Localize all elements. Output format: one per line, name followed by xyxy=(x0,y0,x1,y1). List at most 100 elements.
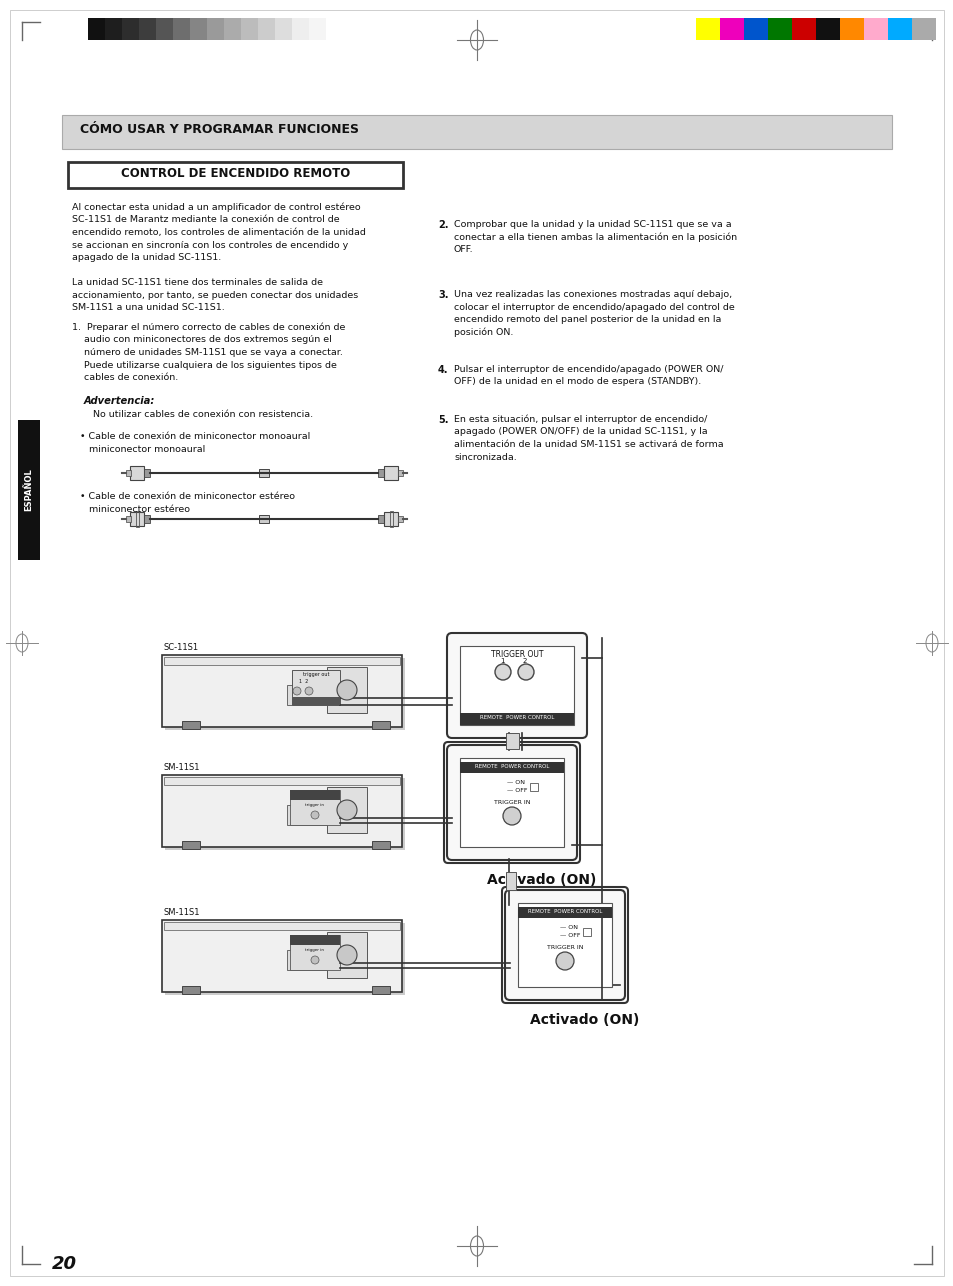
Bar xyxy=(815,18,840,40)
Bar xyxy=(384,512,397,526)
Bar xyxy=(397,516,402,522)
Bar xyxy=(292,18,309,40)
Bar xyxy=(164,657,399,665)
Text: • Cable de conexión de miniconector estéreo: • Cable de conexión de miniconector esté… xyxy=(80,493,294,502)
Text: Al conectar esta unidad a un amplificador de control estéreo: Al conectar esta unidad a un amplificado… xyxy=(71,203,360,212)
Bar xyxy=(182,721,200,729)
Bar xyxy=(144,514,150,523)
Bar xyxy=(88,18,105,40)
Text: Una vez realizadas las conexiones mostradas aquí debajo,: Una vez realizadas las conexiones mostra… xyxy=(454,291,731,300)
Text: REMOTE  POWER CONTROL: REMOTE POWER CONTROL xyxy=(527,909,601,914)
Bar xyxy=(258,514,269,523)
Bar xyxy=(292,670,339,705)
Text: • Cable de conexión de miniconector monoaural: • Cable de conexión de miniconector mono… xyxy=(80,432,310,441)
Bar xyxy=(164,922,399,930)
Text: REMOTE POWER CTRL: REMOTE POWER CTRL xyxy=(295,791,335,795)
Text: trigger in: trigger in xyxy=(305,802,324,808)
Bar xyxy=(172,18,190,40)
Bar xyxy=(372,986,390,994)
Text: 2: 2 xyxy=(522,658,527,664)
Text: ESPAÑOL: ESPAÑOL xyxy=(25,468,33,512)
Bar xyxy=(720,18,743,40)
Text: En esta situación, pulsar el interruptor de encendido/: En esta situación, pulsar el interruptor… xyxy=(454,415,706,424)
Bar xyxy=(190,18,207,40)
Bar xyxy=(241,18,257,40)
Bar xyxy=(162,775,401,847)
Bar xyxy=(459,763,563,773)
Text: TRIGGER OUT: TRIGGER OUT xyxy=(490,649,542,658)
Bar xyxy=(287,805,327,826)
Bar xyxy=(136,511,139,527)
Text: CONTROL DE ENCENDIDO REMOTO: CONTROL DE ENCENDIDO REMOTO xyxy=(121,167,351,180)
Text: SM-11S1: SM-11S1 xyxy=(164,908,200,917)
Bar xyxy=(290,790,339,826)
Bar xyxy=(224,18,241,40)
Text: — ON: — ON xyxy=(559,925,578,930)
Text: conectar a ella tienen ambas la alimentación en la posición: conectar a ella tienen ambas la alimenta… xyxy=(454,233,737,242)
Text: encendido remoto del panel posterior de la unidad en la: encendido remoto del panel posterior de … xyxy=(454,315,720,324)
Text: Activado (ON): Activado (ON) xyxy=(530,1013,639,1028)
Text: apagado de la unidad SC-11S1.: apagado de la unidad SC-11S1. xyxy=(71,253,221,262)
Text: trigger in: trigger in xyxy=(305,948,324,952)
Bar xyxy=(791,18,815,40)
Bar xyxy=(287,950,327,970)
Text: — ON: — ON xyxy=(506,781,524,784)
Circle shape xyxy=(556,952,574,970)
Bar xyxy=(290,935,339,945)
Text: REMOTE  POWER CONTROL: REMOTE POWER CONTROL xyxy=(479,715,554,720)
Bar xyxy=(130,512,144,526)
Bar xyxy=(384,466,397,480)
Bar xyxy=(130,466,144,480)
Bar xyxy=(397,469,402,476)
Text: REMOTE POWER...: REMOTE POWER... xyxy=(299,698,332,702)
Bar xyxy=(287,685,327,705)
Text: 1  2: 1 2 xyxy=(299,679,309,684)
Bar xyxy=(207,18,224,40)
Text: 3.: 3. xyxy=(437,291,448,300)
Bar xyxy=(68,162,402,188)
Bar xyxy=(505,872,516,890)
Bar xyxy=(327,667,367,712)
Text: número de unidades SM-11S1 que se vaya a conectar.: número de unidades SM-11S1 que se vaya a… xyxy=(71,349,342,358)
Bar xyxy=(162,919,401,992)
Bar xyxy=(459,712,574,725)
Text: 1.  Preparar el número correcto de cables de conexión de: 1. Preparar el número correcto de cables… xyxy=(71,323,345,333)
Text: sincronizada.: sincronizada. xyxy=(454,453,517,462)
Text: 4.: 4. xyxy=(437,365,448,376)
Bar xyxy=(377,469,384,477)
Bar xyxy=(372,841,390,849)
Bar xyxy=(274,18,292,40)
Bar xyxy=(105,18,122,40)
Bar xyxy=(139,18,156,40)
Text: posición ON.: posición ON. xyxy=(454,328,513,337)
Circle shape xyxy=(502,808,520,826)
Text: — OFF: — OFF xyxy=(559,934,579,937)
Text: SC-11S1 de Marantz mediante la conexión de control de: SC-11S1 de Marantz mediante la conexión … xyxy=(71,216,339,225)
Text: 5.: 5. xyxy=(437,415,448,424)
Bar xyxy=(459,757,563,847)
Text: Puede utilizarse cualquiera de los siguientes tipos de: Puede utilizarse cualquiera de los sigui… xyxy=(71,360,336,369)
Text: alimentación de la unidad SM-11S1 se activará de forma: alimentación de la unidad SM-11S1 se act… xyxy=(454,440,723,449)
Bar xyxy=(372,721,390,729)
Text: SM-11S1 a una unidad SC-11S1.: SM-11S1 a una unidad SC-11S1. xyxy=(71,303,225,312)
Circle shape xyxy=(293,687,301,694)
Text: REMOTE POWER CTRL: REMOTE POWER CTRL xyxy=(295,936,335,940)
Text: TRIGGER IN: TRIGGER IN xyxy=(546,945,582,950)
Circle shape xyxy=(311,811,318,819)
Bar xyxy=(517,907,612,918)
Text: miniconector monoaural: miniconector monoaural xyxy=(80,445,205,454)
Circle shape xyxy=(305,687,313,694)
Bar xyxy=(165,923,405,995)
Text: No utilizar cables de conexión con resistencia.: No utilizar cables de conexión con resis… xyxy=(84,410,313,419)
Text: SM-11S1: SM-11S1 xyxy=(164,763,200,772)
Bar xyxy=(292,697,339,705)
Bar xyxy=(840,18,863,40)
FancyBboxPatch shape xyxy=(447,745,577,860)
Text: REMOTE  POWER CONTROL: REMOTE POWER CONTROL xyxy=(475,764,549,769)
Bar xyxy=(162,655,401,727)
Bar xyxy=(290,935,339,970)
Text: se accionan en sincronía con los controles de encendido y: se accionan en sincronía con los control… xyxy=(71,240,348,249)
Text: apagado (POWER ON/OFF) de la unidad SC-11S1, y la: apagado (POWER ON/OFF) de la unidad SC-1… xyxy=(454,427,707,436)
Text: Activado (ON): Activado (ON) xyxy=(487,873,596,887)
Text: OFF) de la unidad en el modo de espera (STANDBY).: OFF) de la unidad en el modo de espera (… xyxy=(454,378,700,387)
